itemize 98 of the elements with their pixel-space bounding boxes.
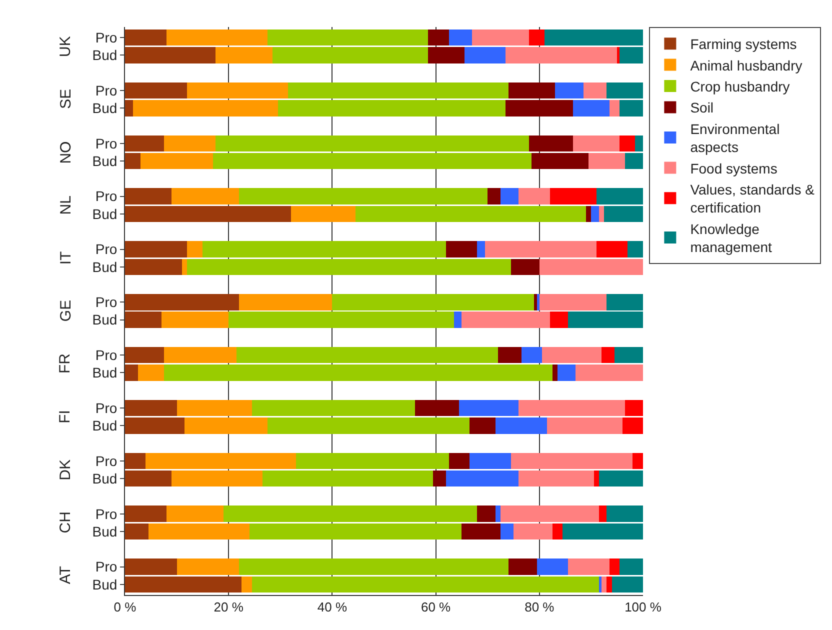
legend-label: Environmental aspects — [690, 120, 780, 156]
text: AT — [56, 566, 74, 584]
bar — [290, 206, 356, 222]
bar — [495, 506, 501, 522]
bar — [536, 558, 568, 575]
y-tick-label: Pro — [95, 241, 118, 258]
bar — [498, 346, 522, 364]
y-tick-label: Bud — [92, 576, 118, 592]
bar — [521, 346, 542, 364]
bar — [415, 400, 460, 416]
text: GE — [58, 300, 75, 322]
text: IT — [57, 251, 74, 265]
y-tick-label: Bud — [92, 364, 118, 381]
bar — [161, 312, 229, 328]
y-tick-label: Bud — [92, 312, 118, 328]
bar — [598, 206, 604, 222]
y-tick-label: Pro — [95, 135, 118, 152]
bar — [614, 346, 643, 364]
bar — [172, 188, 239, 204]
legend-label: Farming systems — [690, 36, 797, 52]
bar — [500, 523, 514, 540]
legend-label: Animal husbandry — [690, 57, 802, 74]
text: CH — [56, 512, 74, 534]
bar — [591, 206, 599, 222]
bar — [488, 188, 501, 204]
bar — [598, 576, 602, 593]
legend-label: Knowledge management — [690, 220, 772, 256]
bar — [187, 241, 203, 258]
bar — [617, 47, 620, 64]
y-tick-label: Bud — [92, 470, 118, 486]
bar — [536, 294, 540, 310]
bar — [508, 558, 537, 575]
bar — [627, 241, 643, 258]
bar — [632, 452, 643, 470]
y-tick-label: Bud — [92, 100, 118, 116]
bar — [558, 364, 576, 381]
bar — [550, 312, 568, 328]
bar — [433, 470, 446, 487]
bar — [164, 346, 236, 364]
y-tick-label: Pro — [95, 506, 118, 522]
bar — [602, 346, 615, 364]
x-tick-label: 40 % — [317, 600, 348, 615]
y-tick-label: Bud — [92, 523, 118, 540]
text: FI — [56, 410, 74, 424]
bar — [609, 100, 620, 116]
text: UK — [57, 36, 74, 57]
x-tick-label: 60 % — [420, 600, 452, 615]
bar — [500, 188, 519, 204]
text: DK — [56, 459, 74, 480]
x-tick-label: 0 % — [114, 600, 137, 615]
legend-label: Food systems — [690, 160, 778, 176]
bar — [446, 241, 478, 258]
bar — [469, 418, 496, 434]
bar — [510, 258, 540, 276]
bar — [138, 364, 164, 381]
y-tick-label: Pro — [95, 558, 118, 575]
y-tick-label: Pro — [95, 452, 118, 469]
bar — [534, 294, 537, 310]
text: SE — [57, 88, 74, 109]
y-tick-label: Pro — [95, 294, 118, 310]
y-tick-label: Bud — [92, 152, 118, 169]
text: NL — [57, 196, 74, 215]
x-tick-label: 20 % — [214, 600, 244, 615]
bar — [518, 188, 550, 204]
bar — [583, 82, 607, 99]
y-tick-label: Pro — [95, 400, 118, 416]
y-tick-label: Bud — [92, 418, 118, 434]
bar — [182, 258, 188, 276]
bar — [176, 558, 239, 575]
bar — [529, 29, 545, 46]
bar — [552, 364, 558, 381]
bar — [598, 470, 643, 487]
bar — [454, 312, 462, 328]
bar — [552, 523, 563, 540]
bar — [477, 241, 486, 258]
y-tick-label: Pro — [95, 29, 118, 46]
legend-label: Soil — [690, 100, 714, 116]
y-tick-label: Bud — [92, 258, 118, 275]
legend-label: Values, standards & certification — [690, 181, 816, 216]
bar — [598, 506, 607, 522]
y-tick-label: Pro — [95, 188, 118, 204]
bar — [586, 206, 592, 222]
text: FR — [56, 353, 74, 374]
y-tick-label: Pro — [95, 347, 118, 363]
y-tick-label: Bud — [92, 206, 118, 222]
bar — [596, 241, 628, 258]
legend-label: Crop husbandry — [690, 78, 790, 94]
bar — [594, 470, 599, 487]
bar — [238, 294, 332, 310]
text: NO — [57, 141, 74, 164]
y-tick-label: Bud — [92, 47, 118, 64]
bar — [620, 135, 636, 152]
bar — [448, 452, 470, 470]
y-tick-label: Pro — [95, 82, 118, 98]
x-tick-label: 100 % — [624, 600, 662, 615]
x-tick-label: 80 % — [524, 600, 555, 615]
bar — [242, 576, 252, 593]
bar — [550, 188, 596, 204]
